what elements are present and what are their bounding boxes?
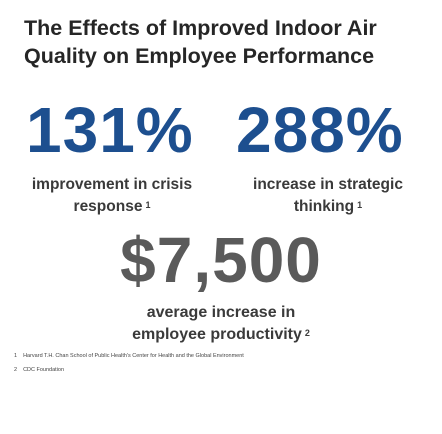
label-text: employee productivity [132,326,302,343]
title: The Effects of Improved Indoor Air Quali… [24,14,377,70]
label-line: increase in strategic [253,176,403,193]
footnote-ref: 2 [304,328,310,338]
stat-value: 131% [26,94,194,166]
label-line: employee productivity 2 [60,324,382,346]
stat-label: increase in strategic thinking 1 [222,174,434,218]
footnote-number: 1 [14,353,18,359]
title-line: Quality on Employee Performance [24,44,375,68]
label-text: thinking [293,198,355,215]
label-line: average increase in [146,304,296,321]
footnote: 1 Harvard T.H. Chan School of Public Heal… [14,353,250,359]
footnote: 2 CDC Foundation [14,367,70,373]
label-text: response [73,198,143,215]
footnote-text: Harvard T.H. Chan School of Public Healt… [23,353,244,359]
stat-value: 288% [236,94,404,166]
highlight-label: average increase in employee productivit… [60,302,382,346]
stat-label: improvement in crisis response 1 [14,174,210,218]
footnote-ref: 1 [145,200,151,210]
label-line: improvement in crisis [31,176,193,193]
highlight-value: $7,500 [120,224,322,296]
footnote-text: CDC Foundation [23,367,65,373]
title-line: The Effects of Improved Indoor Air [24,16,377,40]
footnote-ref: 1 [357,200,363,210]
footnote-number: 2 [14,367,18,373]
label-line: response 1 [14,196,210,218]
label-line: thinking 1 [222,196,434,218]
